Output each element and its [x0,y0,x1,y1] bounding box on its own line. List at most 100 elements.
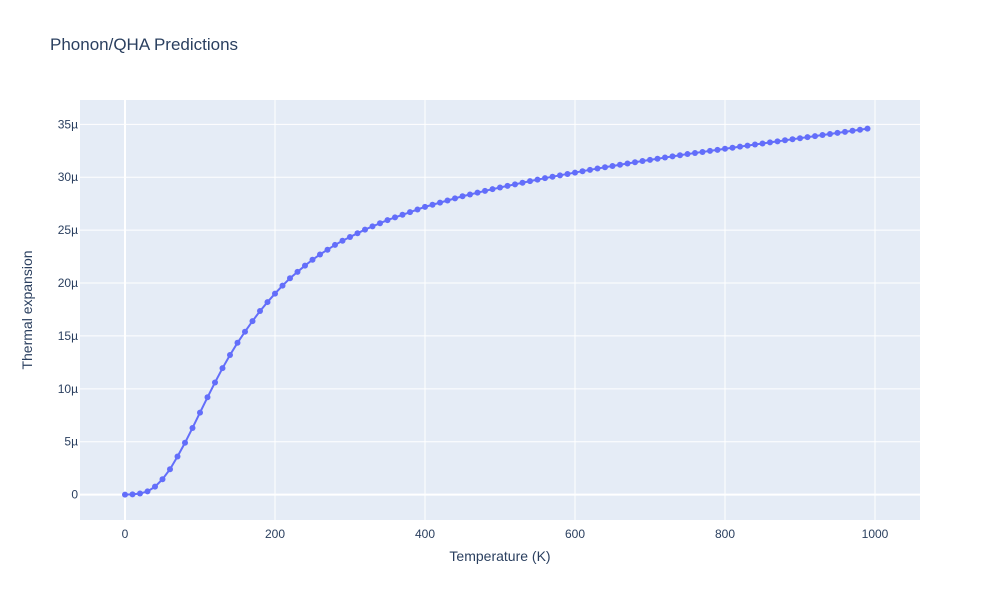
data-point[interactable] [624,160,631,167]
data-point[interactable] [789,136,796,143]
data-point[interactable] [534,176,541,183]
data-point[interactable] [572,169,578,176]
data-point[interactable] [812,133,818,140]
data-point[interactable] [504,182,511,189]
data-point[interactable] [302,262,308,269]
data-point[interactable] [639,158,646,165]
data-point[interactable] [339,237,346,244]
data-point[interactable] [654,155,661,162]
data-point[interactable] [842,128,848,135]
data-point[interactable] [737,143,743,150]
data-point[interactable] [662,154,668,161]
data-point[interactable] [594,165,601,172]
data-point[interactable] [384,217,391,224]
data-point[interactable] [474,189,481,196]
data-point[interactable] [437,199,443,206]
data-point[interactable] [249,318,256,325]
data-point[interactable] [309,256,316,263]
data-point[interactable] [197,409,203,416]
data-point[interactable] [774,138,781,145]
data-point[interactable] [609,163,616,170]
data-point[interactable] [587,166,593,173]
data-point[interactable] [857,126,863,133]
data-point[interactable] [752,141,758,148]
data-point[interactable] [527,178,533,185]
data-point[interactable] [332,241,338,248]
data-point[interactable] [369,223,376,230]
data-point[interactable] [632,159,638,166]
data-point[interactable] [759,140,766,147]
data-point[interactable] [557,172,563,179]
data-point[interactable] [212,379,218,386]
data-point[interactable] [467,191,473,198]
data-point[interactable] [497,184,503,191]
data-point[interactable] [189,424,196,431]
data-point[interactable] [429,201,436,208]
data-point[interactable] [347,234,353,241]
data-point[interactable] [684,151,691,158]
data-point[interactable] [549,173,556,180]
data-point[interactable] [317,251,323,258]
data-point[interactable] [129,491,136,498]
data-point[interactable] [602,164,608,171]
data-point[interactable] [579,168,586,175]
data-point[interactable] [362,226,368,233]
data-point[interactable] [279,282,286,289]
data-point[interactable] [264,299,271,306]
data-point[interactable] [827,130,833,137]
data-point[interactable] [677,152,683,159]
data-point[interactable] [152,483,158,490]
data-point[interactable] [617,161,623,168]
data-point[interactable] [714,146,721,153]
data-point[interactable] [242,328,248,335]
data-point[interactable] [167,466,173,473]
data-point[interactable] [287,275,293,282]
data-point[interactable] [767,139,773,146]
data-point[interactable] [407,209,413,216]
data-point[interactable] [354,230,361,237]
data-point[interactable] [174,453,181,460]
data-point[interactable] [669,153,676,160]
data-point[interactable] [722,145,728,152]
data-point[interactable] [849,127,856,134]
data-point[interactable] [489,186,496,193]
data-point[interactable] [804,134,811,141]
data-point[interactable] [542,175,548,182]
data-point[interactable] [459,193,466,200]
data-point[interactable] [452,195,458,202]
data-point[interactable] [519,179,526,186]
data-point[interactable] [257,308,263,315]
data-point[interactable] [819,132,826,139]
data-point[interactable] [227,351,233,358]
data-point[interactable] [414,206,421,213]
data-point[interactable] [692,150,698,157]
data-point[interactable] [234,339,241,346]
data-point[interactable] [744,142,751,149]
data-point[interactable] [782,137,788,144]
data-point[interactable] [122,491,128,498]
data-point[interactable] [707,147,713,154]
data-point[interactable] [377,220,383,227]
data-point[interactable] [444,197,451,204]
data-point[interactable] [864,125,871,132]
data-point[interactable] [219,365,226,372]
data-point[interactable] [512,181,518,188]
data-point[interactable] [137,490,143,497]
data-point[interactable] [399,211,406,218]
data-point[interactable] [294,268,301,275]
data-point[interactable] [699,148,706,155]
data-point[interactable] [392,214,398,221]
data-point[interactable] [144,488,151,495]
data-point[interactable] [797,135,803,142]
data-point[interactable] [834,129,841,136]
data-point[interactable] [272,290,278,297]
data-point[interactable] [204,394,211,401]
data-point[interactable] [647,156,653,163]
data-point[interactable] [422,203,428,210]
data-point[interactable] [324,246,331,253]
data-point[interactable] [564,170,571,177]
data-point[interactable] [159,476,166,483]
data-point[interactable] [182,439,188,446]
data-point[interactable] [482,187,488,194]
data-point[interactable] [729,144,736,151]
